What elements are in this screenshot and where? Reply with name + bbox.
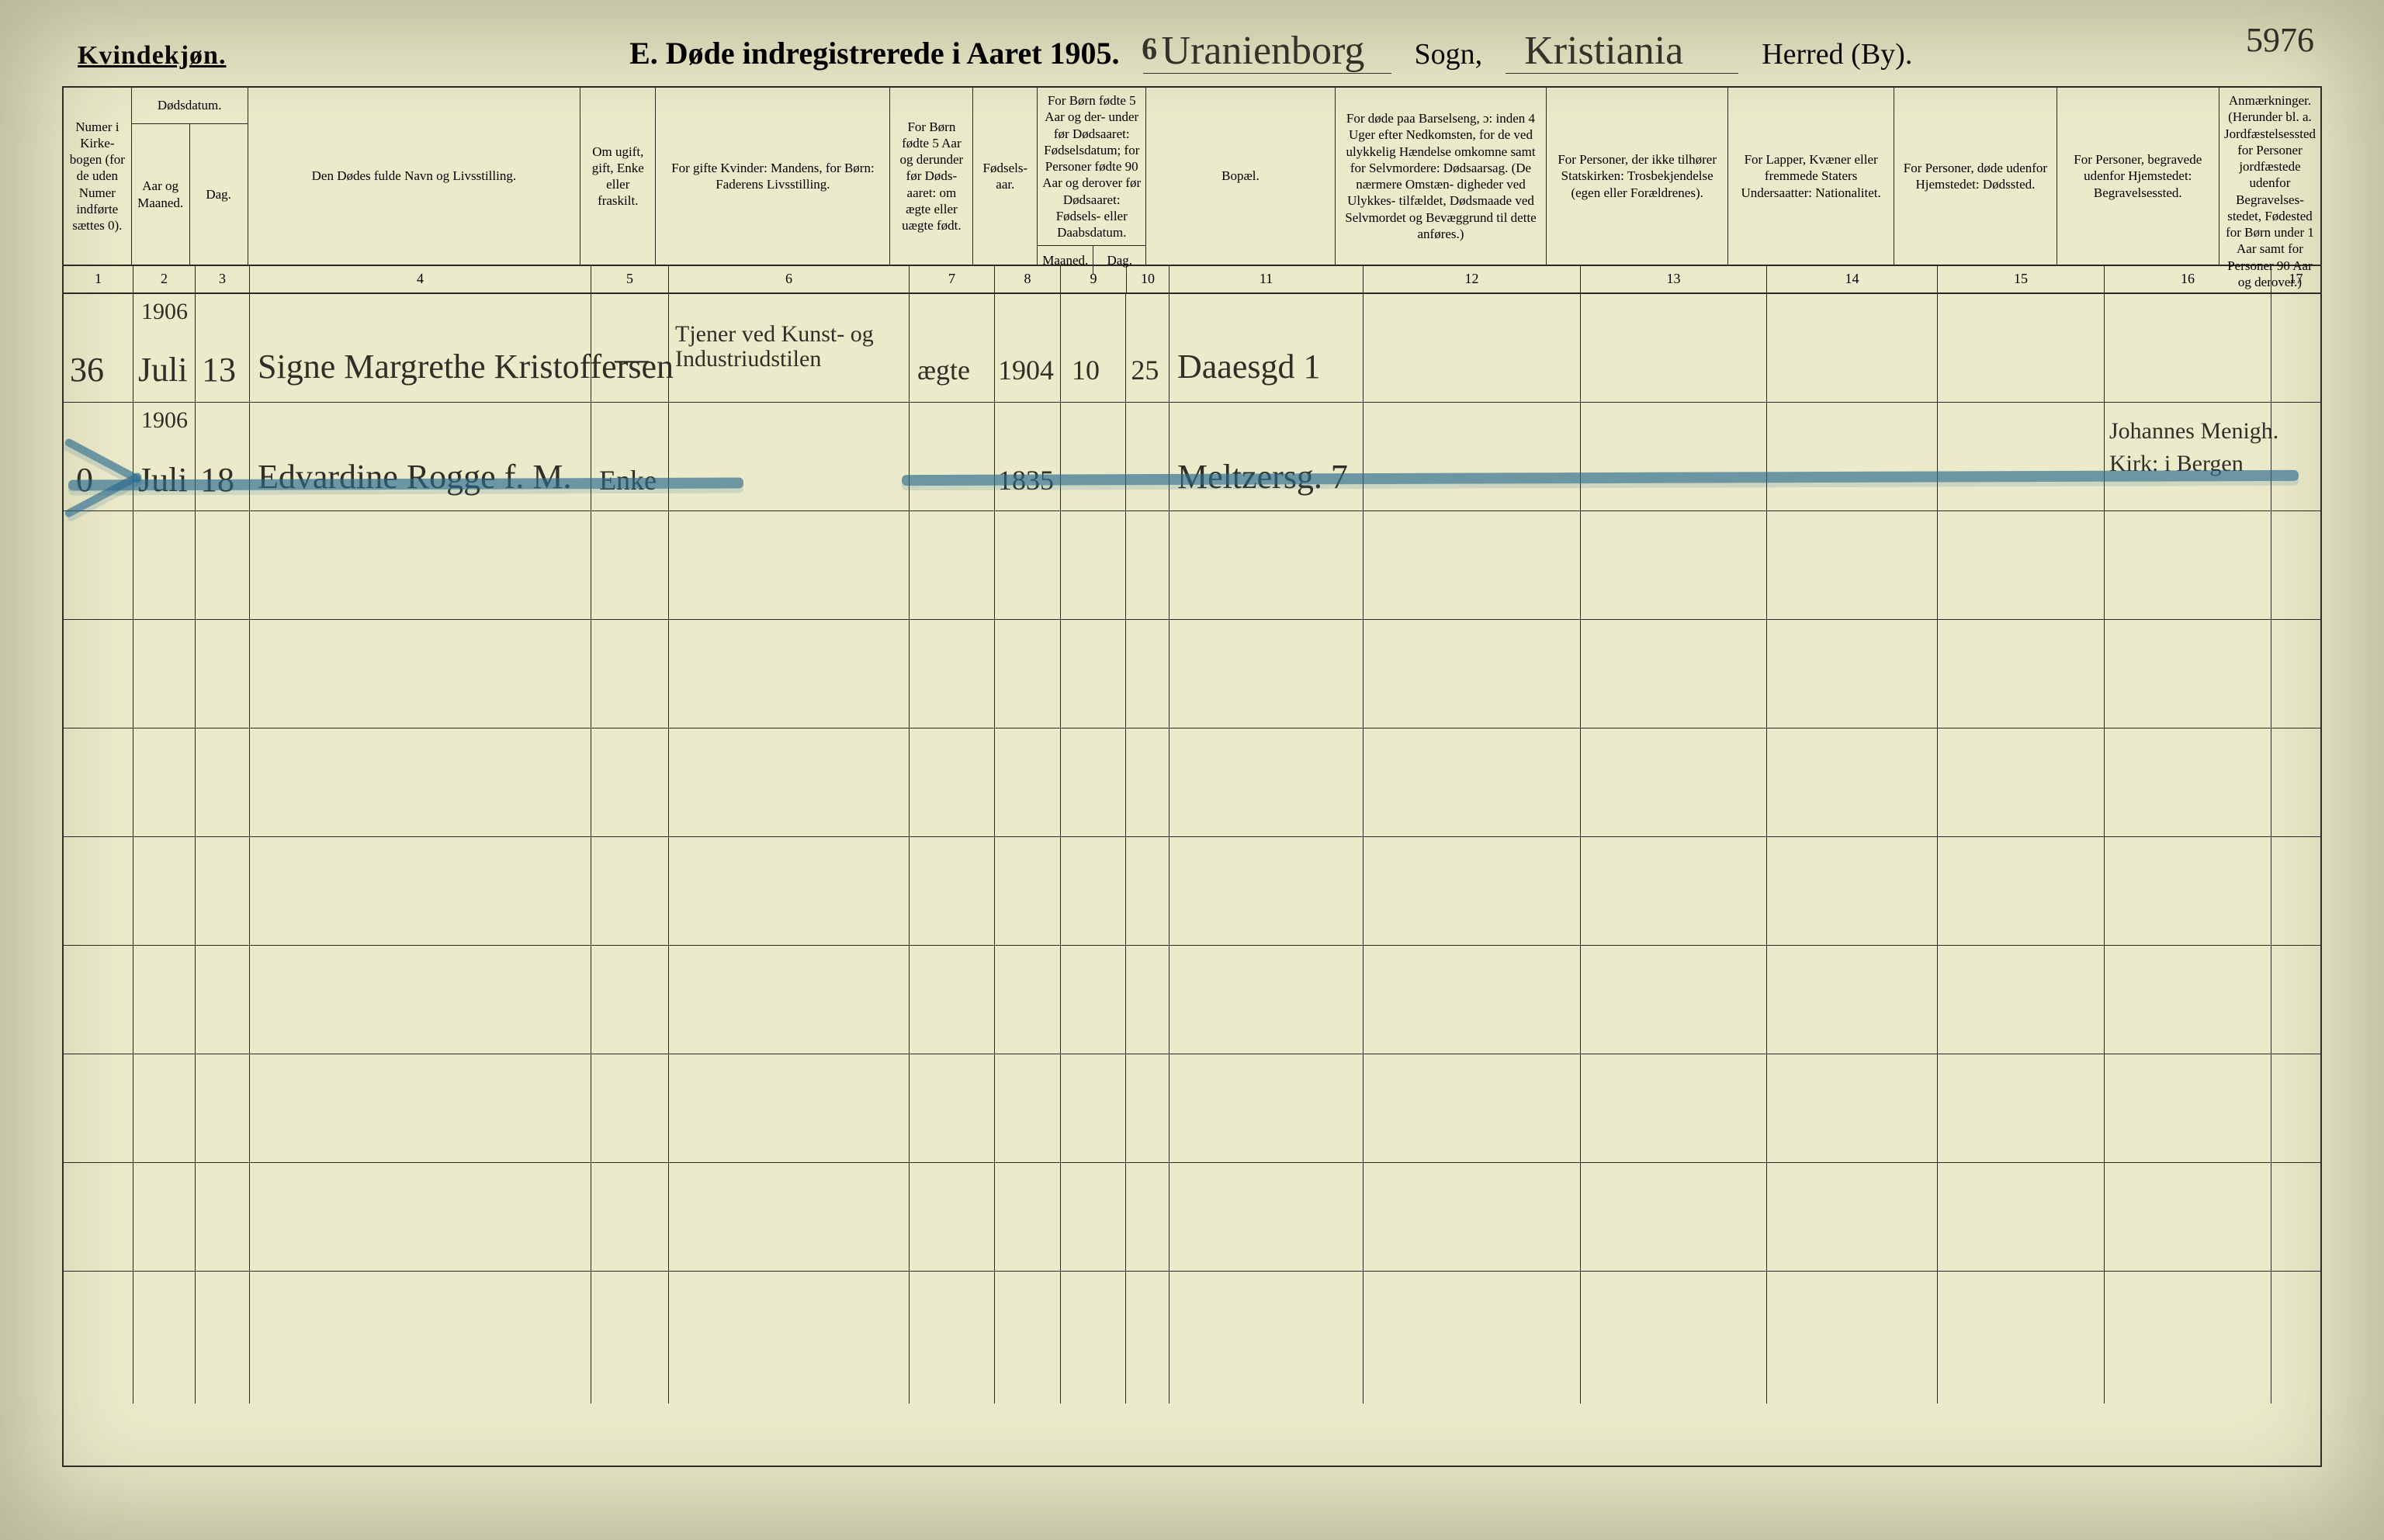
col-8-header: Fødsels- aar. (973, 88, 1037, 265)
herred-handwritten: Kristiania (1506, 31, 1738, 74)
table-row (64, 837, 2320, 946)
coln-12: 12 (1364, 266, 1581, 292)
table-row (64, 1272, 2320, 1403)
r1-year: 1906 (141, 299, 188, 325)
title-prefix: E. Døde indregistrerede i Aaret 190 (629, 36, 1096, 71)
coln-4: 4 (250, 266, 591, 292)
col-17-header: Anmærkninger. (Herunder bl. a. Jordfæste… (2219, 88, 2320, 295)
col-5-header: Om ugift, gift, Enke eller fraskilt. (580, 88, 655, 265)
coln-14: 14 (1767, 266, 1938, 292)
coln-2: 2 (133, 266, 196, 292)
r1-byear: 1904 (998, 354, 1054, 386)
table-row (64, 1054, 2320, 1163)
folio-number: 5976 (2246, 20, 2314, 60)
r2-year: 1906 (141, 407, 188, 434)
year-printed-last: 5. (1097, 36, 1120, 71)
table-row (64, 511, 2320, 620)
table-row: 0 1906 Juli 18 Edvardine Rogge f. M. Enk… (64, 403, 2320, 511)
coln-7: 7 (910, 266, 995, 292)
r1-num: 36 (70, 350, 104, 389)
coln-8: 8 (995, 266, 1061, 292)
coln-10: 10 (1127, 266, 1169, 292)
r1-father: Tjener ved Kunst- og Industriudstilen (675, 322, 900, 371)
col-6-header: For gifte Kvinder: Mandens, for Børn: Fa… (656, 88, 889, 265)
coln-16: 16 (2105, 266, 2271, 292)
coln-15: 15 (1938, 266, 2105, 292)
register-title: E. Døde indregistrerede i Aaret 1905. 6 (629, 35, 1119, 71)
table-row (64, 1163, 2320, 1272)
coln-1: 1 (64, 266, 133, 292)
coln-11: 11 (1169, 266, 1364, 292)
col-2b-header: Dag. (190, 124, 248, 265)
r1-month: Juli (138, 350, 188, 389)
col-2a-header: Aar og Maaned. (132, 124, 190, 265)
coln-9: 9 (1061, 266, 1127, 292)
col-9-top: For Børn fødte 5 Aar og der- under før D… (1038, 88, 1145, 245)
col-12-header: For døde paa Barselseng, ɔ: inden 4 Uger… (1336, 88, 1547, 265)
sogn-label: Sogn, (1415, 37, 1483, 71)
col-2-top: Dødsdatum. (132, 88, 248, 123)
coln-6: 6 (669, 266, 910, 292)
col-14-header: For Lapper, Kvæner eller fremmede Stater… (1728, 88, 1894, 265)
table-body: 36 1906 Juli 13 Signe Margrethe Kristoff… (64, 294, 2320, 1403)
ledger-frame: Numer i Kirke- bogen (for de uden Numer … (62, 86, 2322, 1467)
year-overwrite: 6 (1142, 30, 1157, 67)
r1-residence: Daaesgd 1 (1177, 347, 1321, 386)
col-4-header: Den Dødes fulde Navn og Livsstilling. (248, 88, 580, 265)
col-1-header: Numer i Kirke- bogen (for de uden Numer … (64, 88, 131, 265)
coln-3: 3 (196, 266, 250, 292)
r1-civil: — (615, 339, 649, 379)
col-15-header: For Personer, døde udenfor Hjemstedet: D… (1894, 88, 2056, 265)
r1-legit: ægte (917, 354, 970, 386)
coln-17: 17 (2271, 266, 2320, 292)
herred-label: Herred (By). (1762, 37, 1912, 71)
coln-5: 5 (591, 266, 669, 292)
table-header: Numer i Kirke- bogen (for de uden Numer … (64, 88, 2320, 266)
r1-day: 13 (202, 350, 236, 389)
col-11-header: Bopæl. (1146, 88, 1334, 265)
col-13-header: For Personer, der ikke tilhører Statskir… (1547, 88, 1727, 265)
header-center: E. Døde indregistrerede i Aaret 1905. 6 … (235, 31, 2306, 74)
r1-bmonth: 10 (1072, 354, 1100, 386)
col-16-header: For Personer, begravede udenfor Hjemsted… (2057, 88, 2219, 265)
page-header: Kvindekjøn. E. Døde indregistrerede i Aa… (62, 31, 2322, 86)
table-row (64, 620, 2320, 728)
sogn-handwritten: Uranienborg (1143, 31, 1391, 74)
coln-13: 13 (1581, 266, 1767, 292)
table-row (64, 728, 2320, 837)
r2-name: Edvardine Rogge f. M. (258, 457, 571, 497)
r2-c16a: Johannes Menigh. (2109, 418, 2278, 445)
table-row: 36 1906 Juli 13 Signe Margrethe Kristoff… (64, 294, 2320, 403)
col-7-header: For Børn fødte 5 Aar og derunder før Død… (890, 88, 972, 265)
r1-bday: 25 (1131, 354, 1159, 386)
gender-heading: Kvindekjøn. (78, 41, 226, 71)
table-row (64, 946, 2320, 1054)
column-number-row: 1 2 3 4 5 6 7 8 9 10 11 12 13 14 15 16 1… (64, 266, 2320, 294)
